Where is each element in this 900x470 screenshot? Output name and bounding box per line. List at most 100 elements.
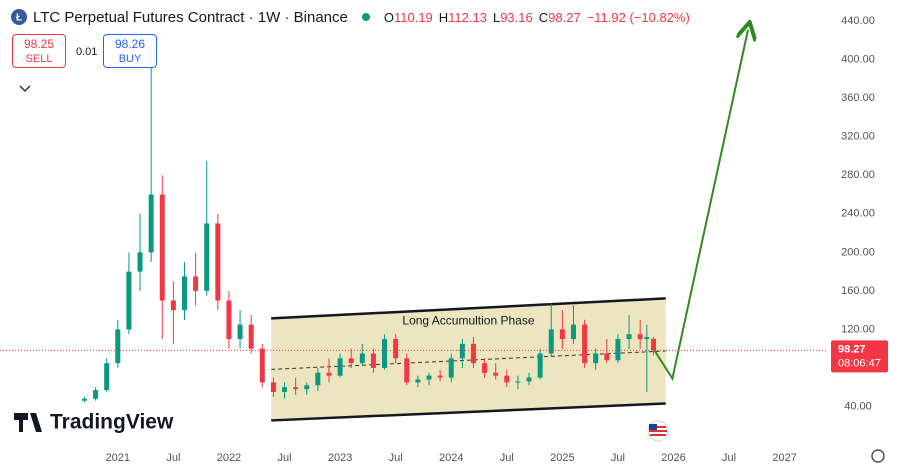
projection-arrow [653, 30, 748, 382]
candle-body [644, 337, 650, 340]
price-tag [831, 340, 888, 373]
candle-body [326, 372, 332, 376]
low-value: 93.16 [500, 9, 533, 25]
y-tick-label: 200.00 [841, 246, 875, 258]
open-value: 110.19 [393, 9, 433, 25]
candle-body [348, 358, 354, 364]
candle-body [215, 223, 221, 301]
spread: 0.01 [76, 46, 98, 58]
channel-lower [271, 402, 666, 422]
x-tick-label: Jul [611, 452, 625, 464]
svg-text:Ł: Ł [16, 13, 22, 24]
candle-body [426, 375, 432, 380]
candle-body [148, 194, 154, 253]
candle-body [459, 343, 465, 359]
header: Ł LTC Perpetual Futures Contract · 1W · … [10, 8, 696, 26]
candle-body [393, 339, 399, 359]
candle-body [537, 353, 543, 378]
candle-body [470, 343, 476, 364]
y-tick-label: 120.00 [841, 323, 875, 335]
candle-body [237, 324, 243, 340]
candle-body [651, 338, 657, 351]
buy-label: BUY [118, 53, 142, 65]
candle-body [515, 381, 521, 383]
candle-body [382, 339, 388, 368]
x-tick-label: 2022 [217, 452, 241, 464]
candle-body [448, 358, 454, 378]
candle-body [226, 300, 232, 340]
ltc-icon: Ł [11, 9, 27, 25]
candle-body [304, 385, 310, 390]
candle-body [248, 324, 254, 349]
candle-body [81, 398, 87, 401]
y-tick-label: 400.00 [841, 54, 875, 66]
x-tick-label: 2024 [439, 452, 463, 464]
candle-body [270, 382, 276, 393]
y-tick-label: 280.00 [841, 169, 875, 181]
close-key: C [538, 9, 549, 25]
x-tick-label: 2021 [106, 452, 130, 464]
flag-canton [649, 424, 657, 430]
candle-body [115, 329, 121, 364]
y-tick-label: 240.00 [841, 208, 875, 220]
annotation: Long Accumultion Phase [402, 314, 534, 328]
candle-body [548, 329, 554, 354]
x-tick-label: 2027 [772, 452, 796, 464]
high-key: H [438, 9, 449, 25]
settings-icon[interactable] [871, 449, 885, 463]
close-value: 98.27 [548, 9, 581, 25]
channel-midline [271, 350, 666, 370]
y-tick-label: 40.00 [844, 400, 872, 412]
status-dot [361, 13, 370, 21]
candle-body [359, 353, 365, 364]
accumulation-channel [271, 298, 666, 421]
candle-body [259, 348, 265, 383]
channel-upper [271, 297, 666, 320]
candle-body [593, 353, 599, 364]
candle-body [126, 271, 132, 330]
candle-body [282, 387, 288, 393]
candle-body [493, 372, 499, 376]
candle-body [181, 276, 187, 311]
candle-body [370, 353, 376, 368]
open-key: O [383, 9, 394, 25]
logo-text: TradingView [50, 411, 174, 434]
x-tick-label: Jul [722, 452, 736, 464]
change-value: −11.92 (−10.82%) [586, 9, 690, 25]
symbol-title: LTC Perpetual Futures Contract · 1W · Bi… [33, 8, 348, 26]
candle-body [315, 372, 321, 386]
x-tick-label: 2025 [550, 452, 574, 464]
y-tick-label: 160.00 [841, 285, 875, 297]
x-tick-label: Jul [500, 452, 514, 464]
buy-button[interactable]: 98.26 BUY [103, 34, 157, 68]
tv-icon [14, 413, 42, 432]
candle-body [637, 334, 643, 340]
candle-body [559, 329, 565, 340]
candle-body [437, 375, 443, 378]
candle-body [193, 276, 199, 291]
x-tick-label: Jul [389, 452, 403, 464]
price-tag-countdown: 08:06:47 [838, 357, 881, 369]
candle-body [159, 194, 165, 301]
candle-body [104, 363, 110, 391]
candle-body [570, 324, 576, 340]
collapse-chevron[interactable] [19, 85, 31, 93]
sell-label: SELL [25, 53, 53, 65]
candle-body [204, 223, 210, 291]
x-tick-label: 2026 [661, 452, 685, 464]
candle-body [93, 390, 99, 399]
candle-body [404, 358, 410, 383]
candle-body [604, 353, 610, 361]
candle-body [170, 300, 176, 311]
candle-body [337, 358, 343, 376]
low-key: L [492, 9, 501, 25]
candle-body [415, 379, 421, 383]
sell-price: 98.25 [23, 37, 55, 51]
sell-button[interactable]: 98.25 SELL [12, 34, 66, 68]
x-tick-label: Jul [277, 452, 291, 464]
candle-body [504, 375, 510, 383]
y-tick-label: 440.00 [841, 15, 875, 27]
candle-body [137, 252, 143, 272]
candle-body [293, 387, 299, 390]
